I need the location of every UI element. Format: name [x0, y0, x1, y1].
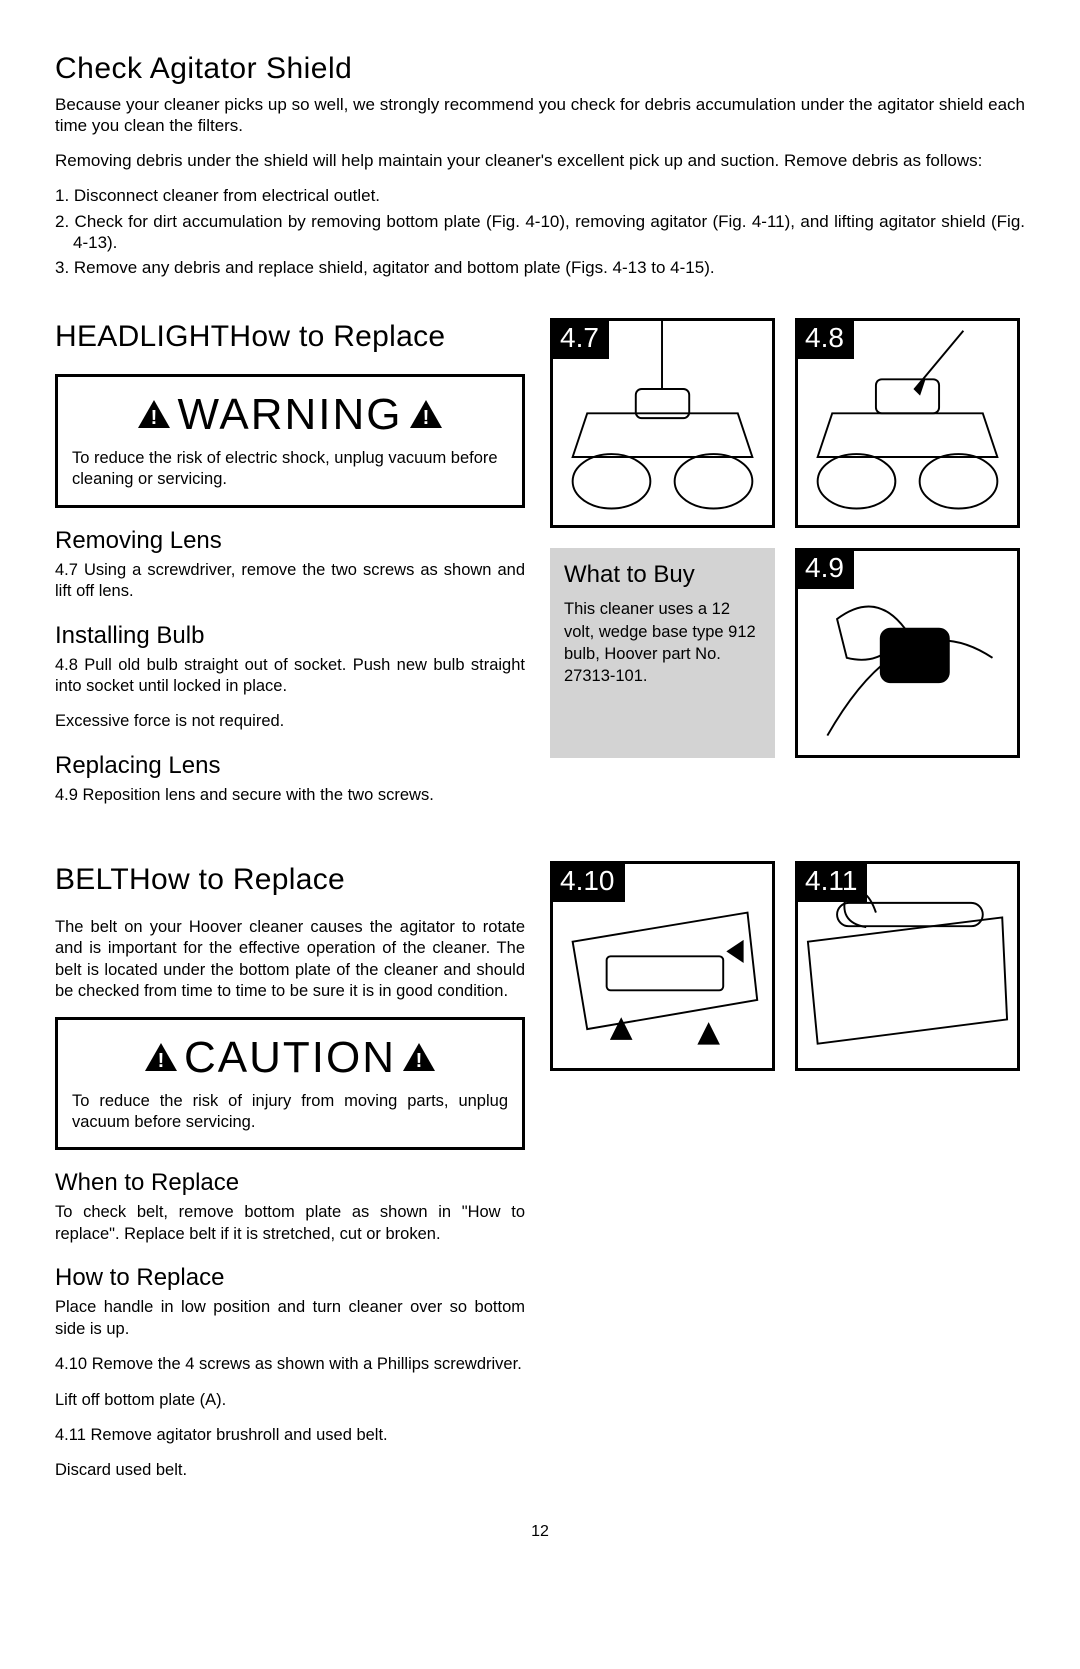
- replacing-lens-p: 4.9 Reposition lens and secure with the …: [55, 785, 525, 806]
- belt-section: BELTHow to Replace The belt on your Hoov…: [55, 861, 1025, 1482]
- warning-icon: !: [137, 399, 171, 429]
- installing-bulb-h: Installing Bulb: [55, 621, 525, 651]
- headlight-title-big: HEADLIGHT: [55, 320, 229, 353]
- headlight-section: HEADLIGHTHow to Replace ! WARNING ! To r…: [55, 318, 1025, 806]
- how-p1: Place handle in low position and turn cl…: [55, 1297, 525, 1340]
- belt-title-big: BELT: [55, 863, 129, 896]
- how-p2: 4.10 Remove the 4 screws as shown with a…: [55, 1354, 525, 1375]
- agitator-p2: Removing debris under the shield will he…: [55, 150, 1025, 171]
- figure-tag: 4.7: [550, 318, 609, 359]
- headlight-title: HEADLIGHTHow to Replace: [55, 318, 525, 356]
- agitator-li3: 3. Remove any debris and replace shield,…: [55, 257, 1025, 278]
- when-replace-h: When to Replace: [55, 1168, 525, 1198]
- svg-text:!: !: [158, 1050, 165, 1072]
- how-p5: Discard used belt.: [55, 1460, 525, 1481]
- how-p4: 4.11 Remove agitator brushroll and used …: [55, 1425, 525, 1446]
- warning-icon: !: [409, 399, 443, 429]
- agitator-li2: 2. Check for dirt accumulation by removi…: [55, 211, 1025, 254]
- headlight-title-rest: How to Replace: [229, 320, 445, 353]
- warning-body: To reduce the risk of electric shock, un…: [72, 448, 508, 491]
- warning-box: ! WARNING ! To reduce the risk of electr…: [55, 374, 525, 508]
- when-replace-p: To check belt, remove bottom plate as sh…: [55, 1202, 525, 1245]
- warning-label: WARNING: [177, 387, 402, 442]
- figure-tag: 4.11: [795, 861, 867, 902]
- how-p3: Lift off bottom plate (A).: [55, 1390, 525, 1411]
- how-replace-h: How to Replace: [55, 1263, 525, 1293]
- agitator-li1: 1. Disconnect cleaner from electrical ou…: [55, 185, 1025, 206]
- figure-4-10: 4.10: [550, 861, 775, 1071]
- section-title-agitator: Check Agitator Shield: [55, 50, 1025, 88]
- svg-text:!: !: [416, 1050, 423, 1072]
- figure-tag: 4.9: [795, 548, 854, 589]
- removing-lens-h: Removing Lens: [55, 526, 525, 556]
- caution-box: ! CAUTION ! To reduce the risk of injury…: [55, 1017, 525, 1151]
- installing-bulb-p1: 4.8 Pull old bulb straight out of socket…: [55, 655, 525, 698]
- what-to-buy-box: What to Buy This cleaner uses a 12 volt,…: [550, 548, 775, 758]
- warning-icon: !: [402, 1042, 436, 1072]
- figure-4-11: 4.11: [795, 861, 1020, 1071]
- belt-title: BELTHow to Replace: [55, 861, 525, 899]
- page-number: 12: [55, 1522, 1025, 1542]
- agitator-p1: Because your cleaner picks up so well, w…: [55, 94, 1025, 137]
- belt-title-rest: How to Replace: [129, 863, 345, 896]
- svg-text:!: !: [422, 407, 429, 429]
- svg-text:!: !: [151, 407, 158, 429]
- replacing-lens-h: Replacing Lens: [55, 751, 525, 781]
- figure-4-9: 4.9: [795, 548, 1020, 758]
- removing-lens-p: 4.7 Using a screwdriver, remove the two …: [55, 560, 525, 603]
- caution-label: CAUTION: [184, 1030, 396, 1085]
- what-to-buy-p: This cleaner uses a 12 volt, wedge base …: [564, 598, 761, 687]
- warning-icon: !: [144, 1042, 178, 1072]
- figure-tag: 4.8: [795, 318, 854, 359]
- installing-bulb-p2: Excessive force is not required.: [55, 711, 525, 732]
- figure-4-7: 4.7: [550, 318, 775, 528]
- caution-body: To reduce the risk of injury from moving…: [72, 1091, 508, 1134]
- belt-intro: The belt on your Hoover cleaner causes t…: [55, 917, 525, 1003]
- figure-4-8: 4.8: [795, 318, 1020, 528]
- figure-tag: 4.10: [550, 861, 625, 902]
- what-to-buy-h: What to Buy: [564, 560, 761, 590]
